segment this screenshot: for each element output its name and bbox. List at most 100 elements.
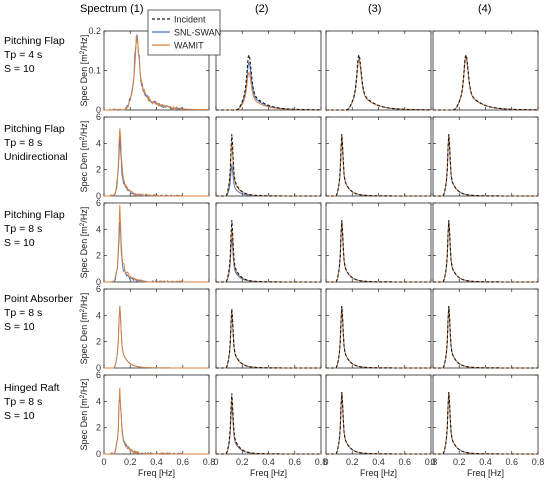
panel-axes-box (215, 374, 322, 455)
panel-axes-box (432, 288, 539, 369)
y-tick-label: 6 (96, 112, 101, 122)
x-axis-label: Freq [Hz] (250, 468, 287, 478)
x-tick-label: 0.4 (262, 457, 275, 467)
panel-r1-c4 (432, 30, 539, 111)
y-axis-label-text: Spec Den [m (79, 312, 89, 364)
row-label-2: Pitching Flap Tp = 8 s Unidirectional (4, 122, 68, 164)
series-line-wamit (104, 306, 209, 369)
panel-r2-c3 (325, 116, 432, 197)
y-axis-label-text: Spec Den [m (79, 140, 89, 192)
panel-axes-box (215, 288, 322, 369)
x-tick-label: 0.8 (315, 457, 328, 467)
y-axis-label-text: /Hz] (79, 207, 89, 223)
panel-r4-c4 (432, 288, 539, 369)
y-tick-label: 2 (96, 251, 101, 261)
panel-r5-c2: 0 0.2 0.4 0.6 0.8 Freq [Hz] (213, 374, 328, 478)
x-tick-label: 0 (430, 457, 435, 467)
series-line-incident (216, 53, 321, 111)
panel-axes-box (103, 374, 210, 455)
y-tick-label: 6 (96, 198, 101, 208)
series-line-wamit (326, 221, 431, 283)
panel-r4-c3 (325, 288, 432, 369)
x-tick-label: 0.6 (288, 457, 301, 467)
row-label-line: Pitching Flap (4, 123, 65, 135)
y-tick-label: 2 (96, 337, 101, 347)
panel-r2-c2 (215, 116, 322, 197)
panel-axes-box (325, 374, 432, 455)
series-line-wamit (104, 204, 209, 284)
x-tick-label: 0.2 (453, 457, 466, 467)
series-line-wamit (433, 306, 538, 369)
x-tick-label: 0.4 (479, 457, 492, 467)
y-axis-label: Spec Den [m2/Hz] (79, 379, 89, 451)
y-axis-label-superscript: 2 (79, 50, 86, 54)
series-line-wamit (433, 220, 538, 283)
panel-axes-box (325, 116, 432, 197)
panel-axes-box (325, 288, 432, 369)
y-tick-label: 4 (96, 310, 101, 320)
y-tick-label: 4 (96, 396, 101, 406)
panel-r5-c4: 0 0.2 0.4 0.6 0.8 Freq [Hz] (430, 374, 544, 478)
y-axis-label-text: /Hz] (79, 121, 89, 137)
y-axis-label-text: /Hz] (79, 379, 89, 395)
legend-label: SNL-SWAN (174, 28, 221, 38)
x-tick-label: 0 (101, 457, 106, 467)
row-label-5: Hinged Raft Tp = 8 s S = 10 (4, 381, 59, 423)
y-axis-label-superscript: 2 (79, 394, 86, 398)
series-line-incident (433, 53, 538, 111)
legend-label: Incident (174, 15, 206, 25)
x-tick-label: 0.8 (203, 457, 216, 467)
series-line-wamit (326, 306, 431, 369)
y-axis-label-text: Spec Den [m (79, 398, 89, 450)
panel-r3-c4 (432, 202, 539, 283)
panel-r2-c4 (432, 116, 539, 197)
y-tick-label: 0.2 (88, 26, 101, 36)
panel-axes-box (432, 374, 539, 455)
y-axis-label-text: Spec Den [m (79, 54, 89, 106)
series-line-wamit (104, 35, 209, 111)
column-title-3: (3) (368, 3, 382, 15)
x-tick-label: 0 (213, 457, 218, 467)
x-tick-label: 0.2 (346, 457, 359, 467)
row-label-line: Tp = 8 s (4, 223, 43, 235)
y-tick-label: 6 (96, 370, 101, 380)
row-label-1: Pitching Flap Tp = 4 s S = 10 (4, 34, 65, 76)
y-axis-label-text: /Hz] (79, 293, 89, 309)
row-label-line: Pitching Flap (4, 209, 65, 221)
panel-axes-box (432, 202, 539, 283)
y-axis-label-text: Spec Den [m (79, 226, 89, 278)
panel-axes-box (432, 30, 539, 111)
row-label-line: Unidirectional (4, 151, 68, 163)
panel-axes-box (432, 116, 539, 197)
y-axis-label-superscript: 2 (79, 308, 86, 312)
series-line-wamit (326, 392, 431, 455)
row-label-line: Hinged Raft (4, 382, 60, 394)
panel-r5-c3: 0 0.2 0.4 0.6 0.8 Freq [Hz] (323, 374, 437, 478)
x-tick-label: 0.6 (505, 457, 518, 467)
y-tick-label: 0 (96, 449, 101, 459)
column-title-1: Spectrum (1) (80, 3, 144, 15)
x-tick-label: 0.4 (150, 457, 163, 467)
panel-r4-c2 (215, 288, 322, 369)
y-tick-label: 0.1 (88, 66, 101, 76)
row-label-line: S = 10 (4, 410, 35, 422)
series-line-wamit (433, 392, 538, 455)
y-tick-label: 0 (96, 363, 101, 373)
y-tick-label: 2 (96, 423, 101, 433)
series-line-wamit (326, 135, 431, 197)
legend-label: WAMIT (174, 41, 204, 51)
panel-r3-c3 (325, 202, 432, 283)
y-axis-label-superscript: 2 (79, 222, 86, 226)
panel-r1-c3 (325, 30, 432, 111)
x-tick-label: 0 (323, 457, 328, 467)
y-axis-label-superscript: 2 (79, 136, 86, 140)
y-tick-label: 2 (96, 165, 101, 175)
row-label-line: Point Absorber (4, 293, 73, 305)
x-tick-label: 0.2 (236, 457, 249, 467)
y-axis-label-text: /Hz] (79, 35, 89, 51)
row-label-line: Tp = 8 s (4, 307, 43, 319)
